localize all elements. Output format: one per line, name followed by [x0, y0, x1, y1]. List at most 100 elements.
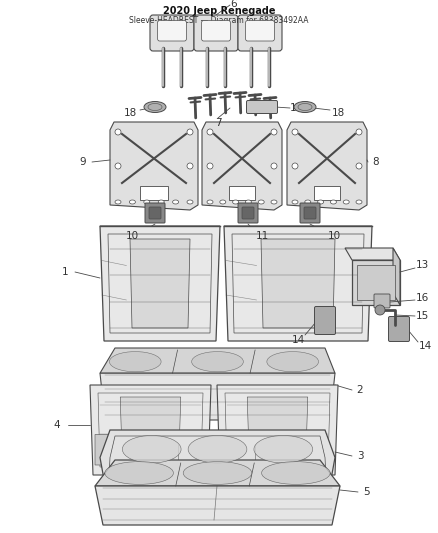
Text: 3: 3 [357, 451, 363, 461]
Circle shape [187, 129, 193, 135]
FancyBboxPatch shape [374, 294, 390, 308]
Polygon shape [130, 239, 190, 328]
FancyBboxPatch shape [201, 20, 230, 41]
FancyBboxPatch shape [300, 203, 320, 223]
Ellipse shape [110, 352, 161, 372]
Bar [357, 265, 395, 300]
Circle shape [207, 163, 213, 169]
Ellipse shape [318, 200, 324, 204]
Bar [229, 186, 255, 200]
Polygon shape [120, 397, 181, 463]
Circle shape [271, 163, 277, 169]
Ellipse shape [267, 352, 318, 372]
Ellipse shape [115, 200, 121, 204]
Ellipse shape [129, 200, 135, 204]
Circle shape [271, 129, 277, 135]
Ellipse shape [294, 101, 316, 112]
Polygon shape [110, 122, 198, 210]
FancyBboxPatch shape [149, 207, 161, 219]
Text: 2: 2 [357, 385, 363, 395]
Circle shape [115, 129, 121, 135]
FancyBboxPatch shape [389, 317, 410, 342]
Polygon shape [217, 385, 338, 475]
Text: 1: 1 [62, 267, 68, 277]
Ellipse shape [220, 200, 226, 204]
Circle shape [292, 129, 298, 135]
Ellipse shape [173, 200, 179, 204]
Ellipse shape [158, 200, 164, 204]
FancyBboxPatch shape [314, 306, 336, 335]
Text: 7: 7 [215, 118, 221, 128]
Ellipse shape [207, 200, 213, 204]
Ellipse shape [187, 200, 193, 204]
Text: 2020 Jeep Renegade: 2020 Jeep Renegade [163, 6, 275, 16]
Ellipse shape [254, 435, 313, 463]
Bar [140, 186, 168, 200]
Circle shape [356, 163, 362, 169]
Polygon shape [261, 239, 335, 328]
Polygon shape [224, 226, 372, 341]
Text: 14: 14 [418, 341, 431, 351]
Ellipse shape [183, 462, 252, 484]
Circle shape [292, 163, 298, 169]
Ellipse shape [192, 352, 244, 372]
Ellipse shape [144, 101, 166, 112]
FancyBboxPatch shape [238, 203, 258, 223]
Text: 10: 10 [125, 231, 138, 241]
Ellipse shape [356, 200, 362, 204]
FancyBboxPatch shape [238, 15, 282, 51]
Ellipse shape [343, 200, 349, 204]
Polygon shape [95, 486, 340, 525]
FancyBboxPatch shape [304, 207, 316, 219]
FancyBboxPatch shape [242, 207, 254, 219]
Circle shape [375, 305, 385, 315]
Text: 14: 14 [291, 335, 304, 345]
Ellipse shape [144, 200, 150, 204]
FancyBboxPatch shape [194, 15, 238, 51]
Ellipse shape [122, 435, 181, 463]
Text: 10: 10 [328, 231, 341, 241]
Ellipse shape [245, 200, 251, 204]
Text: 18: 18 [124, 108, 137, 118]
Text: 11: 11 [255, 231, 268, 241]
Polygon shape [345, 248, 400, 260]
FancyBboxPatch shape [145, 203, 165, 223]
Polygon shape [352, 260, 400, 305]
Circle shape [115, 163, 121, 169]
Polygon shape [90, 385, 211, 475]
Polygon shape [100, 373, 335, 420]
Text: 5: 5 [364, 487, 370, 497]
Circle shape [207, 129, 213, 135]
Ellipse shape [188, 435, 247, 463]
Ellipse shape [271, 200, 277, 204]
Ellipse shape [330, 200, 336, 204]
Polygon shape [95, 460, 340, 486]
Text: 15: 15 [415, 311, 429, 321]
Ellipse shape [233, 200, 239, 204]
Ellipse shape [292, 200, 298, 204]
Polygon shape [95, 434, 138, 465]
Polygon shape [393, 248, 400, 305]
FancyBboxPatch shape [150, 15, 194, 51]
Polygon shape [247, 397, 308, 463]
Polygon shape [100, 226, 220, 341]
Text: 4: 4 [54, 420, 60, 430]
FancyBboxPatch shape [246, 20, 274, 41]
Text: 9: 9 [80, 157, 86, 167]
Text: 13: 13 [415, 260, 429, 270]
Text: 6: 6 [231, 0, 237, 9]
Ellipse shape [305, 200, 311, 204]
Polygon shape [287, 122, 367, 210]
Ellipse shape [258, 200, 264, 204]
Bar [314, 186, 340, 200]
Polygon shape [100, 348, 335, 373]
Ellipse shape [105, 462, 173, 484]
FancyBboxPatch shape [247, 101, 278, 114]
Text: 8: 8 [373, 157, 379, 167]
FancyBboxPatch shape [158, 20, 186, 41]
Polygon shape [202, 122, 282, 210]
Text: 18: 18 [332, 108, 345, 118]
Circle shape [187, 163, 193, 169]
Text: 17: 17 [290, 103, 303, 113]
Text: Sleeve-HEADREST — Diagram for 68383492AA: Sleeve-HEADREST — Diagram for 68383492AA [129, 16, 309, 25]
